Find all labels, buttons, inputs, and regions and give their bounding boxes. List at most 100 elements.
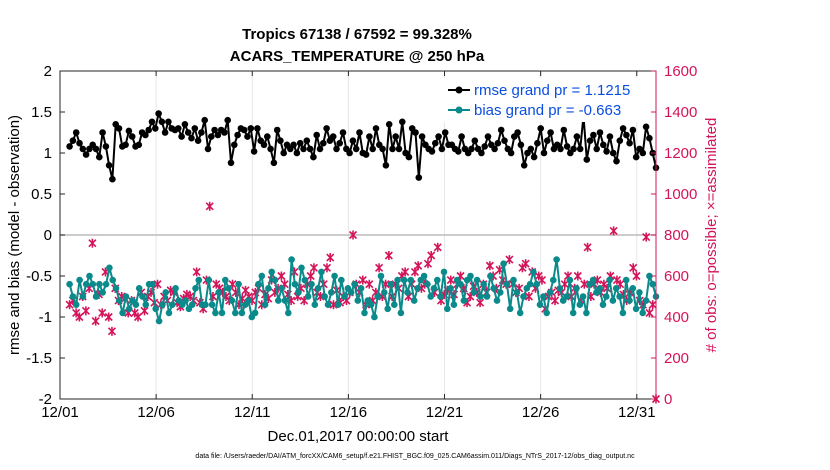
obs-count-point: [375, 263, 384, 273]
bias-point: [298, 264, 305, 272]
obs-count-point: [107, 326, 117, 336]
x-tick-label: 12/06: [137, 404, 175, 421]
bias-point: [125, 305, 133, 313]
rmse-point: [201, 116, 208, 124]
bias-point: [275, 297, 282, 304]
bias-point: [397, 309, 405, 317]
rmse-point: [122, 141, 129, 149]
rmse-point: [382, 162, 390, 169]
rmse-point: [329, 133, 337, 140]
rmse-point: [576, 145, 584, 153]
obs-count-point: [414, 261, 423, 271]
rmse-point: [642, 123, 650, 131]
bias-point: [642, 297, 650, 304]
rmse-point: [491, 145, 498, 153]
bias-point: [112, 285, 120, 292]
rmse-point: [280, 149, 288, 157]
x-axis-label: Dec.01,2017 00:00:00 start: [268, 428, 450, 445]
bias-point: [109, 276, 116, 284]
x-tick-label: 12/16: [330, 404, 368, 421]
bias-point: [629, 285, 637, 292]
rmse-point: [293, 149, 301, 157]
bias-point: [318, 268, 325, 276]
bias-point: [407, 276, 415, 284]
obs-count-point: [192, 267, 201, 277]
bias-point: [490, 285, 498, 292]
right-y-tick-label: 1400: [664, 104, 697, 121]
bias-point: [208, 301, 216, 309]
x-tick-label: 12/26: [522, 404, 560, 421]
obs-count-point: [309, 263, 319, 273]
rmse-point: [455, 148, 462, 155]
obs-count-point: [550, 296, 560, 306]
bias-point: [473, 276, 481, 284]
bias-point: [165, 309, 173, 317]
rmse-series-points: [66, 110, 660, 183]
obs-count-point: [401, 267, 410, 277]
right-y-tick-label: 600: [664, 268, 689, 285]
x-tick-label: 12/21: [426, 404, 464, 421]
bias-point: [487, 272, 494, 280]
bias-point: [444, 305, 451, 313]
rmse-point: [534, 139, 541, 147]
rmse-point: [626, 139, 633, 147]
obs-count-point: [580, 279, 589, 289]
rmse-point: [290, 141, 297, 149]
rmse-point: [178, 133, 185, 140]
obs-count-point: [446, 275, 455, 285]
rmse-point: [596, 129, 604, 136]
bias-point: [377, 272, 385, 280]
y-tick-label: -1: [39, 309, 52, 326]
bias-point: [188, 301, 196, 309]
bias-point: [89, 280, 97, 288]
bias-point: [82, 280, 90, 288]
rmse-point: [76, 139, 83, 147]
legend-bias-marker: [455, 106, 463, 114]
obs-count-point: [322, 263, 332, 273]
bias-point: [506, 305, 514, 313]
bias-point: [434, 276, 441, 284]
bias-point: [361, 309, 368, 317]
bias-point: [427, 293, 435, 300]
rmse-point: [155, 110, 162, 117]
obs-count-point: [326, 253, 335, 263]
rmse-point: [481, 143, 489, 150]
rmse-point: [438, 145, 446, 153]
rmse-point: [273, 126, 281, 134]
bias-point: [513, 289, 521, 296]
bias-point: [573, 285, 580, 292]
rmse-point: [471, 137, 479, 144]
bias-point: [159, 301, 166, 309]
bias-point: [96, 280, 103, 288]
bias-point: [328, 289, 335, 296]
obs-count-point: [609, 226, 618, 236]
bias-point: [579, 293, 587, 300]
y-axis-ticks: -2 -1.5 -1 -0.5 0 0.5 1 1.5 2: [26, 63, 65, 408]
rmse-point: [333, 145, 340, 153]
chart-title-line1: Tropics 67138 / 67592 = 99.328%: [242, 26, 472, 43]
bias-point: [612, 285, 620, 292]
bias-point: [606, 276, 613, 284]
obs-count-point: [384, 251, 393, 260]
rmse-point: [441, 129, 449, 136]
right-y-axis-ticks: 0 200 400 600 800 1000 1200 1400 1600: [651, 63, 697, 408]
y-tick-label: 2: [44, 63, 52, 80]
bias-point: [424, 280, 431, 288]
bias-point: [616, 293, 623, 300]
rmse-point: [69, 137, 77, 144]
rmse-point: [303, 137, 311, 144]
right-y-tick-label: 200: [664, 350, 689, 367]
bias-point: [271, 276, 279, 284]
obs-count-point: [98, 308, 107, 318]
bias-point: [212, 309, 219, 317]
obs-count-point: [104, 312, 113, 322]
bias-point: [619, 309, 627, 317]
bias-point: [566, 276, 574, 284]
rmse-point: [310, 153, 317, 161]
bias-point: [589, 276, 597, 284]
rmse-point: [96, 153, 103, 161]
bias-point: [563, 293, 570, 300]
rmse-point: [583, 156, 591, 163]
bias-point: [142, 301, 150, 309]
